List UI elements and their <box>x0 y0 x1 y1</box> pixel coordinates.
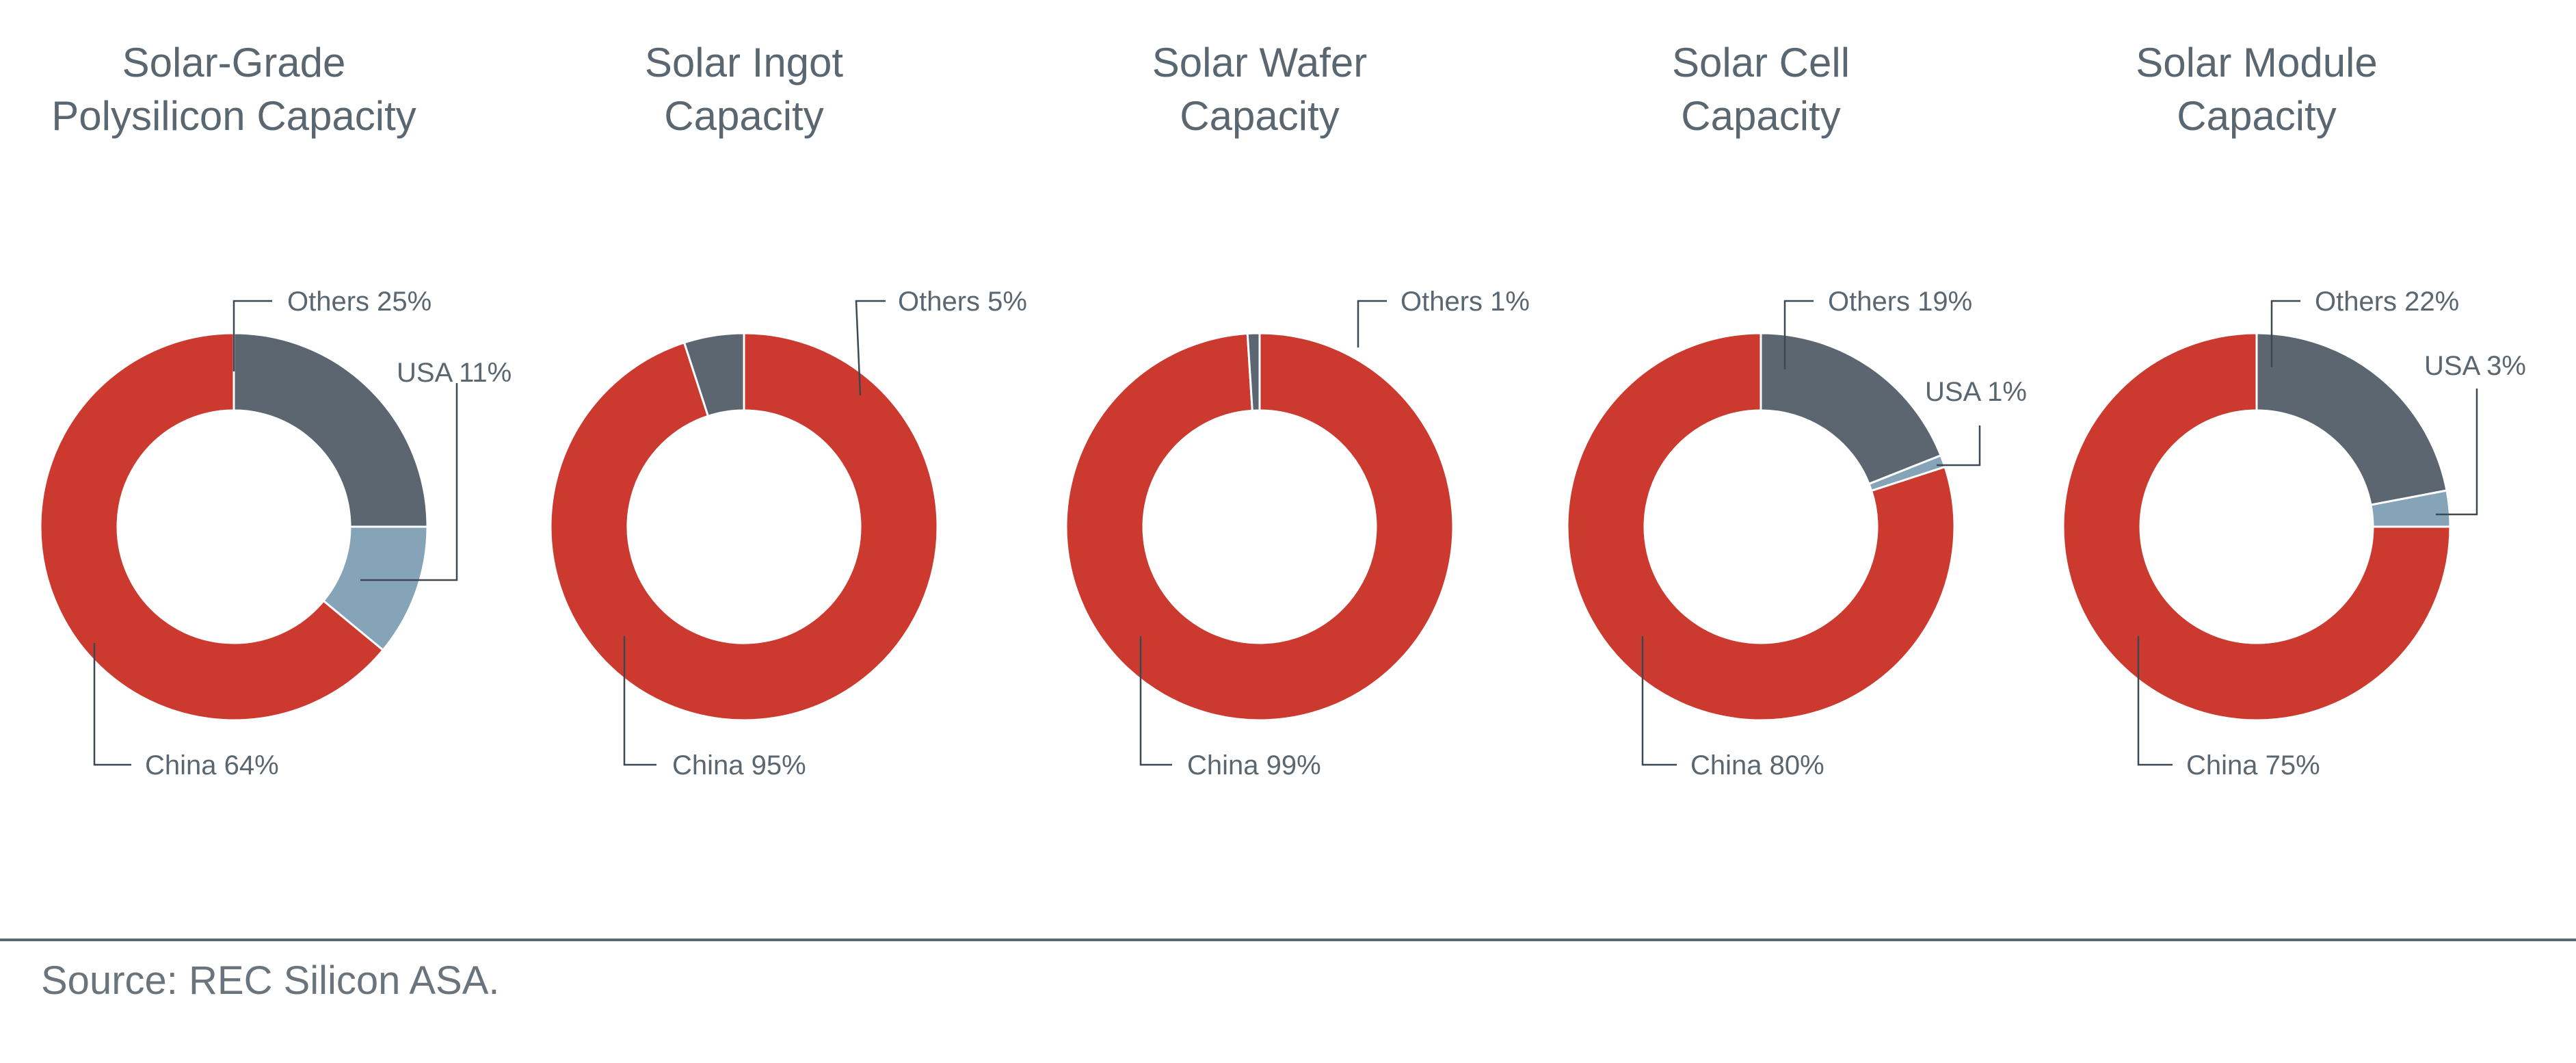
chart-title: Solar Module Capacity <box>2136 40 2378 139</box>
chart-title-line: Solar Module <box>2136 40 2378 86</box>
leader-line-usa <box>1937 425 1981 467</box>
chart-title-line: Capacity <box>664 93 823 139</box>
slice-china <box>39 332 385 722</box>
chart-title-line: Solar Cell <box>1672 40 1850 86</box>
slice-label-china: China 75% <box>2186 750 2320 780</box>
donut-chart-5: Solar Module Capacity Others 22% USA 3% Chin… <box>2062 40 2526 780</box>
leader-line-china <box>1139 636 1172 766</box>
slice-others <box>1246 332 1261 412</box>
slice-label-china: China 99% <box>1187 750 1321 780</box>
chart-title: Solar Wafer Capacity <box>1152 40 1368 139</box>
chart-title-line: Solar Wafer <box>1152 40 1368 86</box>
slice-others <box>1760 332 1943 486</box>
slice-label-others: Others 25% <box>287 287 431 317</box>
leader-line-others <box>1357 300 1387 347</box>
chart-title: Solar Cell Capacity <box>1672 40 1850 139</box>
leader-line-china <box>1641 636 1677 766</box>
chart-title-line: Polysilicon Capacity <box>51 93 416 139</box>
donut-chart-4: Solar Cell Capacity Others 19% USA 1% China … <box>1566 40 2027 780</box>
slice-label-others: Others 5% <box>898 287 1027 317</box>
donut-chart-3: Solar Wafer Capacity China 99% Others 1% <box>1065 40 1530 780</box>
leader-line-others <box>233 300 272 371</box>
leader-line-china <box>2137 636 2173 766</box>
slice-others <box>233 332 429 528</box>
slice-china <box>2062 332 2452 722</box>
source-note: Source: REC Silicon ASA. <box>41 958 500 1003</box>
source-divider <box>0 939 2576 941</box>
slice-label-others: Others 22% <box>2315 287 2459 317</box>
chart-title-line: Capacity <box>2177 93 2336 139</box>
slice-china <box>1566 332 1956 722</box>
chart-title: Solar-Grade Polysilicon Capacity <box>51 40 416 139</box>
slice-label-china: China 80% <box>1690 750 1824 780</box>
slice-others <box>682 332 745 418</box>
slice-label-others: Others 1% <box>1400 287 1530 317</box>
slice-label-usa: USA 11% <box>397 358 512 388</box>
leader-line-others <box>1783 300 1814 369</box>
chart-title-line: Solar-Grade <box>122 40 346 86</box>
chart-title: Solar Ingot Capacity <box>645 40 844 139</box>
leader-line-china <box>623 636 656 766</box>
leader-line-china <box>93 643 131 766</box>
leader-line-others <box>2270 300 2300 367</box>
leader-line-usa <box>360 383 458 581</box>
slice-china <box>1065 332 1455 722</box>
chart-title-line: Capacity <box>1681 93 1840 139</box>
slice-label-usa: USA 3% <box>2424 351 2526 381</box>
slice-china <box>549 332 939 722</box>
donut-chart-2: Solar Ingot Capacity China 95% Others 5% <box>549 40 1027 780</box>
slice-label-usa: USA 1% <box>1925 377 2027 407</box>
chart-title-line: Capacity <box>1180 93 1339 139</box>
leader-line-usa <box>2436 389 2478 516</box>
slice-label-china: China 64% <box>145 750 279 780</box>
slice-others <box>2255 332 2448 506</box>
leader-line-others <box>855 300 886 396</box>
slice-label-others: Others 19% <box>1828 287 1972 317</box>
slice-label-china: China 95% <box>672 750 806 780</box>
chart-title-line: Solar Ingot <box>645 40 844 86</box>
donut-chart-1: Solar-Grade Polysilicon Capacity Others 25… <box>39 40 512 780</box>
